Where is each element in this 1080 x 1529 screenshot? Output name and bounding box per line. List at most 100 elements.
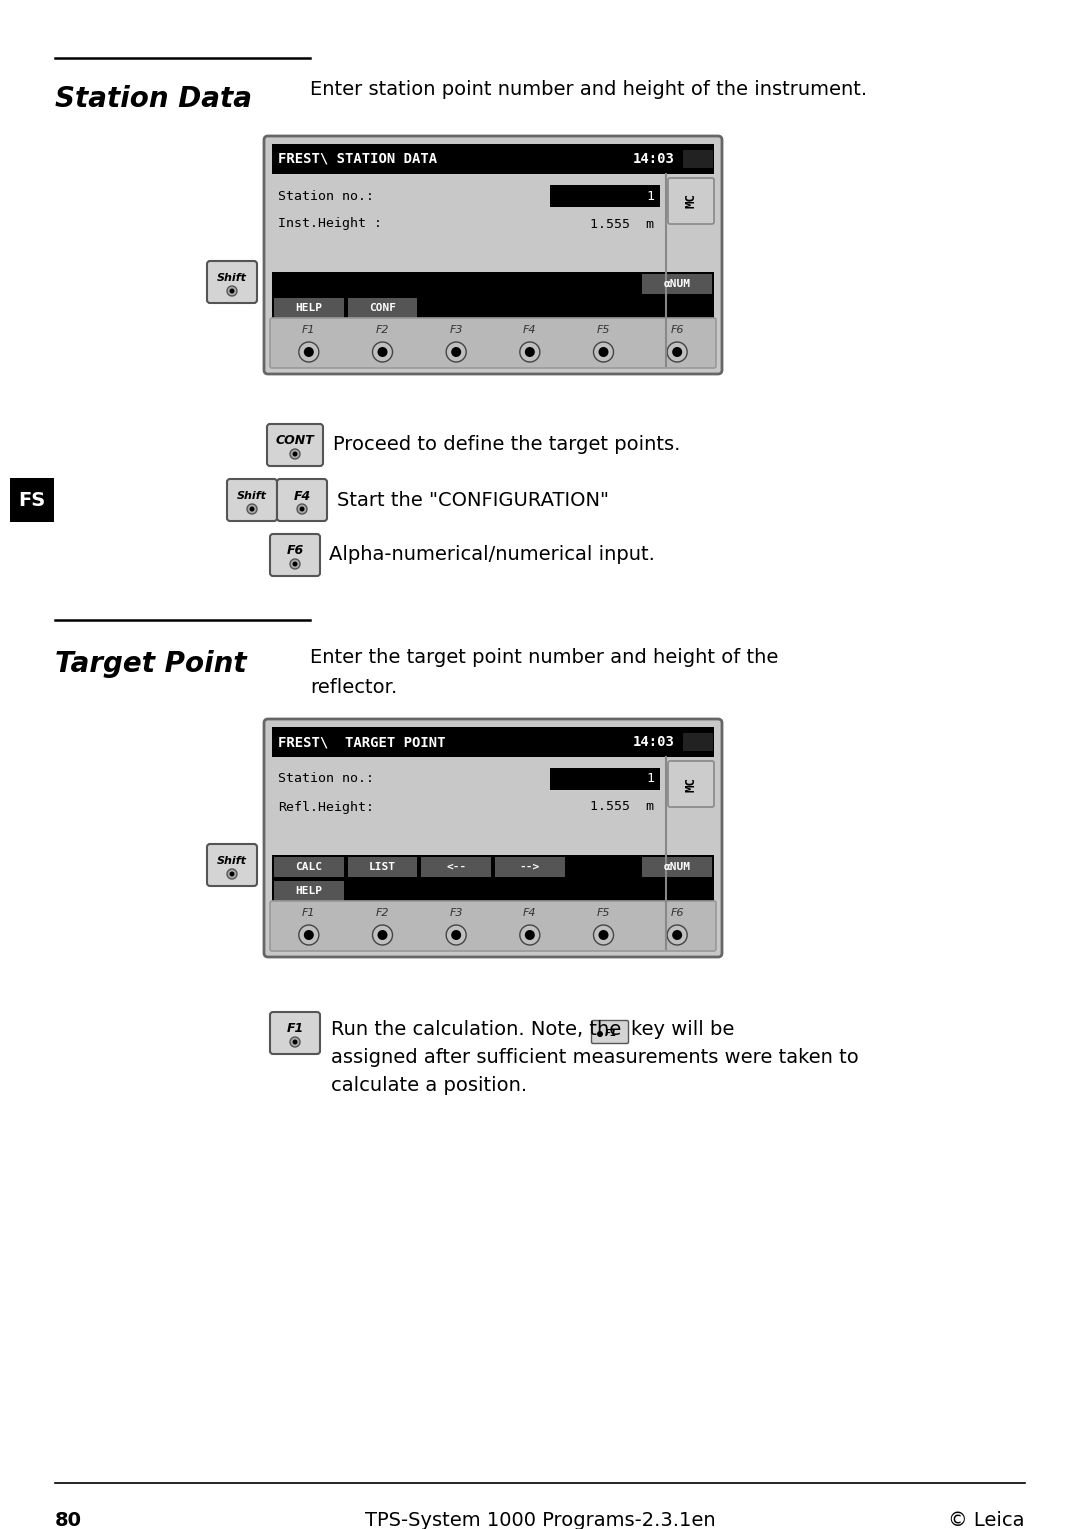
Circle shape	[247, 505, 257, 514]
Circle shape	[249, 506, 255, 512]
Circle shape	[378, 347, 388, 356]
Bar	[683, 732, 713, 751]
Bar	[274, 881, 343, 901]
Text: CONT: CONT	[275, 434, 314, 448]
Circle shape	[373, 342, 392, 362]
Circle shape	[598, 930, 608, 940]
Bar	[272, 297, 714, 320]
Circle shape	[229, 872, 234, 876]
FancyBboxPatch shape	[264, 719, 723, 957]
Bar	[272, 879, 714, 904]
Text: Station no.:: Station no.:	[278, 190, 374, 202]
Circle shape	[291, 1037, 300, 1047]
Circle shape	[525, 930, 535, 940]
Text: F6: F6	[671, 326, 684, 335]
Circle shape	[227, 286, 237, 297]
FancyBboxPatch shape	[270, 901, 716, 951]
FancyBboxPatch shape	[669, 761, 714, 807]
Text: F4: F4	[523, 908, 537, 917]
Circle shape	[378, 930, 388, 940]
Text: F3: F3	[449, 908, 463, 917]
Bar	[643, 856, 712, 878]
Circle shape	[293, 561, 297, 567]
Circle shape	[291, 560, 300, 569]
Circle shape	[451, 930, 461, 940]
Text: F2: F2	[376, 908, 389, 917]
FancyBboxPatch shape	[270, 318, 716, 368]
Circle shape	[446, 342, 467, 362]
Text: Enter the target point number and height of the: Enter the target point number and height…	[310, 648, 779, 667]
Circle shape	[373, 925, 392, 945]
Text: Run the calculation. Note, the: Run the calculation. Note, the	[330, 1020, 621, 1040]
Text: F6: F6	[286, 544, 303, 558]
Bar	[683, 150, 713, 168]
Circle shape	[598, 347, 608, 356]
Text: Shift: Shift	[237, 491, 267, 502]
Text: 1: 1	[646, 190, 654, 202]
Text: © Leica: © Leica	[948, 1511, 1025, 1529]
Text: F4: F4	[294, 489, 311, 503]
Text: assigned after sufficient measurements were taken to: assigned after sufficient measurements w…	[330, 1047, 859, 1067]
Text: F2: F2	[376, 326, 389, 335]
Text: Station Data: Station Data	[55, 86, 252, 113]
Bar	[274, 298, 343, 318]
Bar	[272, 272, 714, 297]
Text: -->: -->	[519, 862, 540, 872]
Circle shape	[299, 506, 305, 512]
Bar	[495, 856, 565, 878]
FancyBboxPatch shape	[276, 479, 327, 521]
Bar	[643, 274, 712, 294]
Text: F1: F1	[286, 1023, 303, 1035]
Text: TPS-System 1000 Programs-2.3.1en: TPS-System 1000 Programs-2.3.1en	[365, 1511, 715, 1529]
FancyBboxPatch shape	[669, 177, 714, 225]
Text: αNUM: αNUM	[664, 278, 691, 289]
Circle shape	[293, 1040, 297, 1044]
Circle shape	[299, 925, 319, 945]
Text: FREST\ STATION DATA: FREST\ STATION DATA	[278, 151, 437, 167]
Text: F1: F1	[605, 1029, 618, 1038]
Circle shape	[227, 868, 237, 879]
Circle shape	[667, 925, 687, 945]
Text: Shift: Shift	[217, 856, 247, 865]
Text: Refl.Height:: Refl.Height:	[278, 801, 374, 813]
Circle shape	[525, 347, 535, 356]
Text: reflector.: reflector.	[310, 677, 397, 697]
Text: αNUM: αNUM	[664, 862, 691, 872]
Text: F1: F1	[302, 326, 315, 335]
Text: Enter station point number and height of the instrument.: Enter station point number and height of…	[310, 80, 867, 99]
Bar	[421, 856, 491, 878]
Text: 14:03: 14:03	[633, 735, 675, 749]
Circle shape	[291, 450, 300, 459]
Bar	[272, 726, 714, 757]
Bar	[550, 185, 660, 206]
Circle shape	[446, 925, 467, 945]
Text: HELP: HELP	[295, 885, 322, 896]
Text: F5: F5	[597, 326, 610, 335]
Circle shape	[594, 925, 613, 945]
Bar	[348, 856, 417, 878]
FancyBboxPatch shape	[207, 261, 257, 303]
FancyBboxPatch shape	[207, 844, 257, 885]
FancyBboxPatch shape	[267, 424, 323, 466]
Bar	[272, 144, 714, 174]
Circle shape	[303, 347, 314, 356]
FancyBboxPatch shape	[227, 479, 276, 521]
Text: Target Point: Target Point	[55, 650, 246, 677]
Text: <--: <--	[446, 862, 467, 872]
Text: 1.555  m: 1.555 m	[590, 801, 654, 813]
Text: 14:03: 14:03	[633, 151, 675, 167]
Bar	[274, 856, 343, 878]
Circle shape	[293, 451, 297, 457]
Circle shape	[672, 930, 683, 940]
Text: MC: MC	[685, 777, 698, 792]
Circle shape	[519, 925, 540, 945]
Text: Alpha-numerical/numerical input.: Alpha-numerical/numerical input.	[329, 546, 654, 564]
Bar	[348, 298, 417, 318]
Circle shape	[303, 930, 314, 940]
Text: 80: 80	[55, 1511, 82, 1529]
Text: FREST\  TARGET POINT: FREST\ TARGET POINT	[278, 735, 446, 749]
Text: Station no.:: Station no.:	[278, 772, 374, 786]
Text: CALC: CALC	[295, 862, 322, 872]
FancyBboxPatch shape	[270, 1012, 320, 1053]
Text: key will be: key will be	[631, 1020, 734, 1040]
